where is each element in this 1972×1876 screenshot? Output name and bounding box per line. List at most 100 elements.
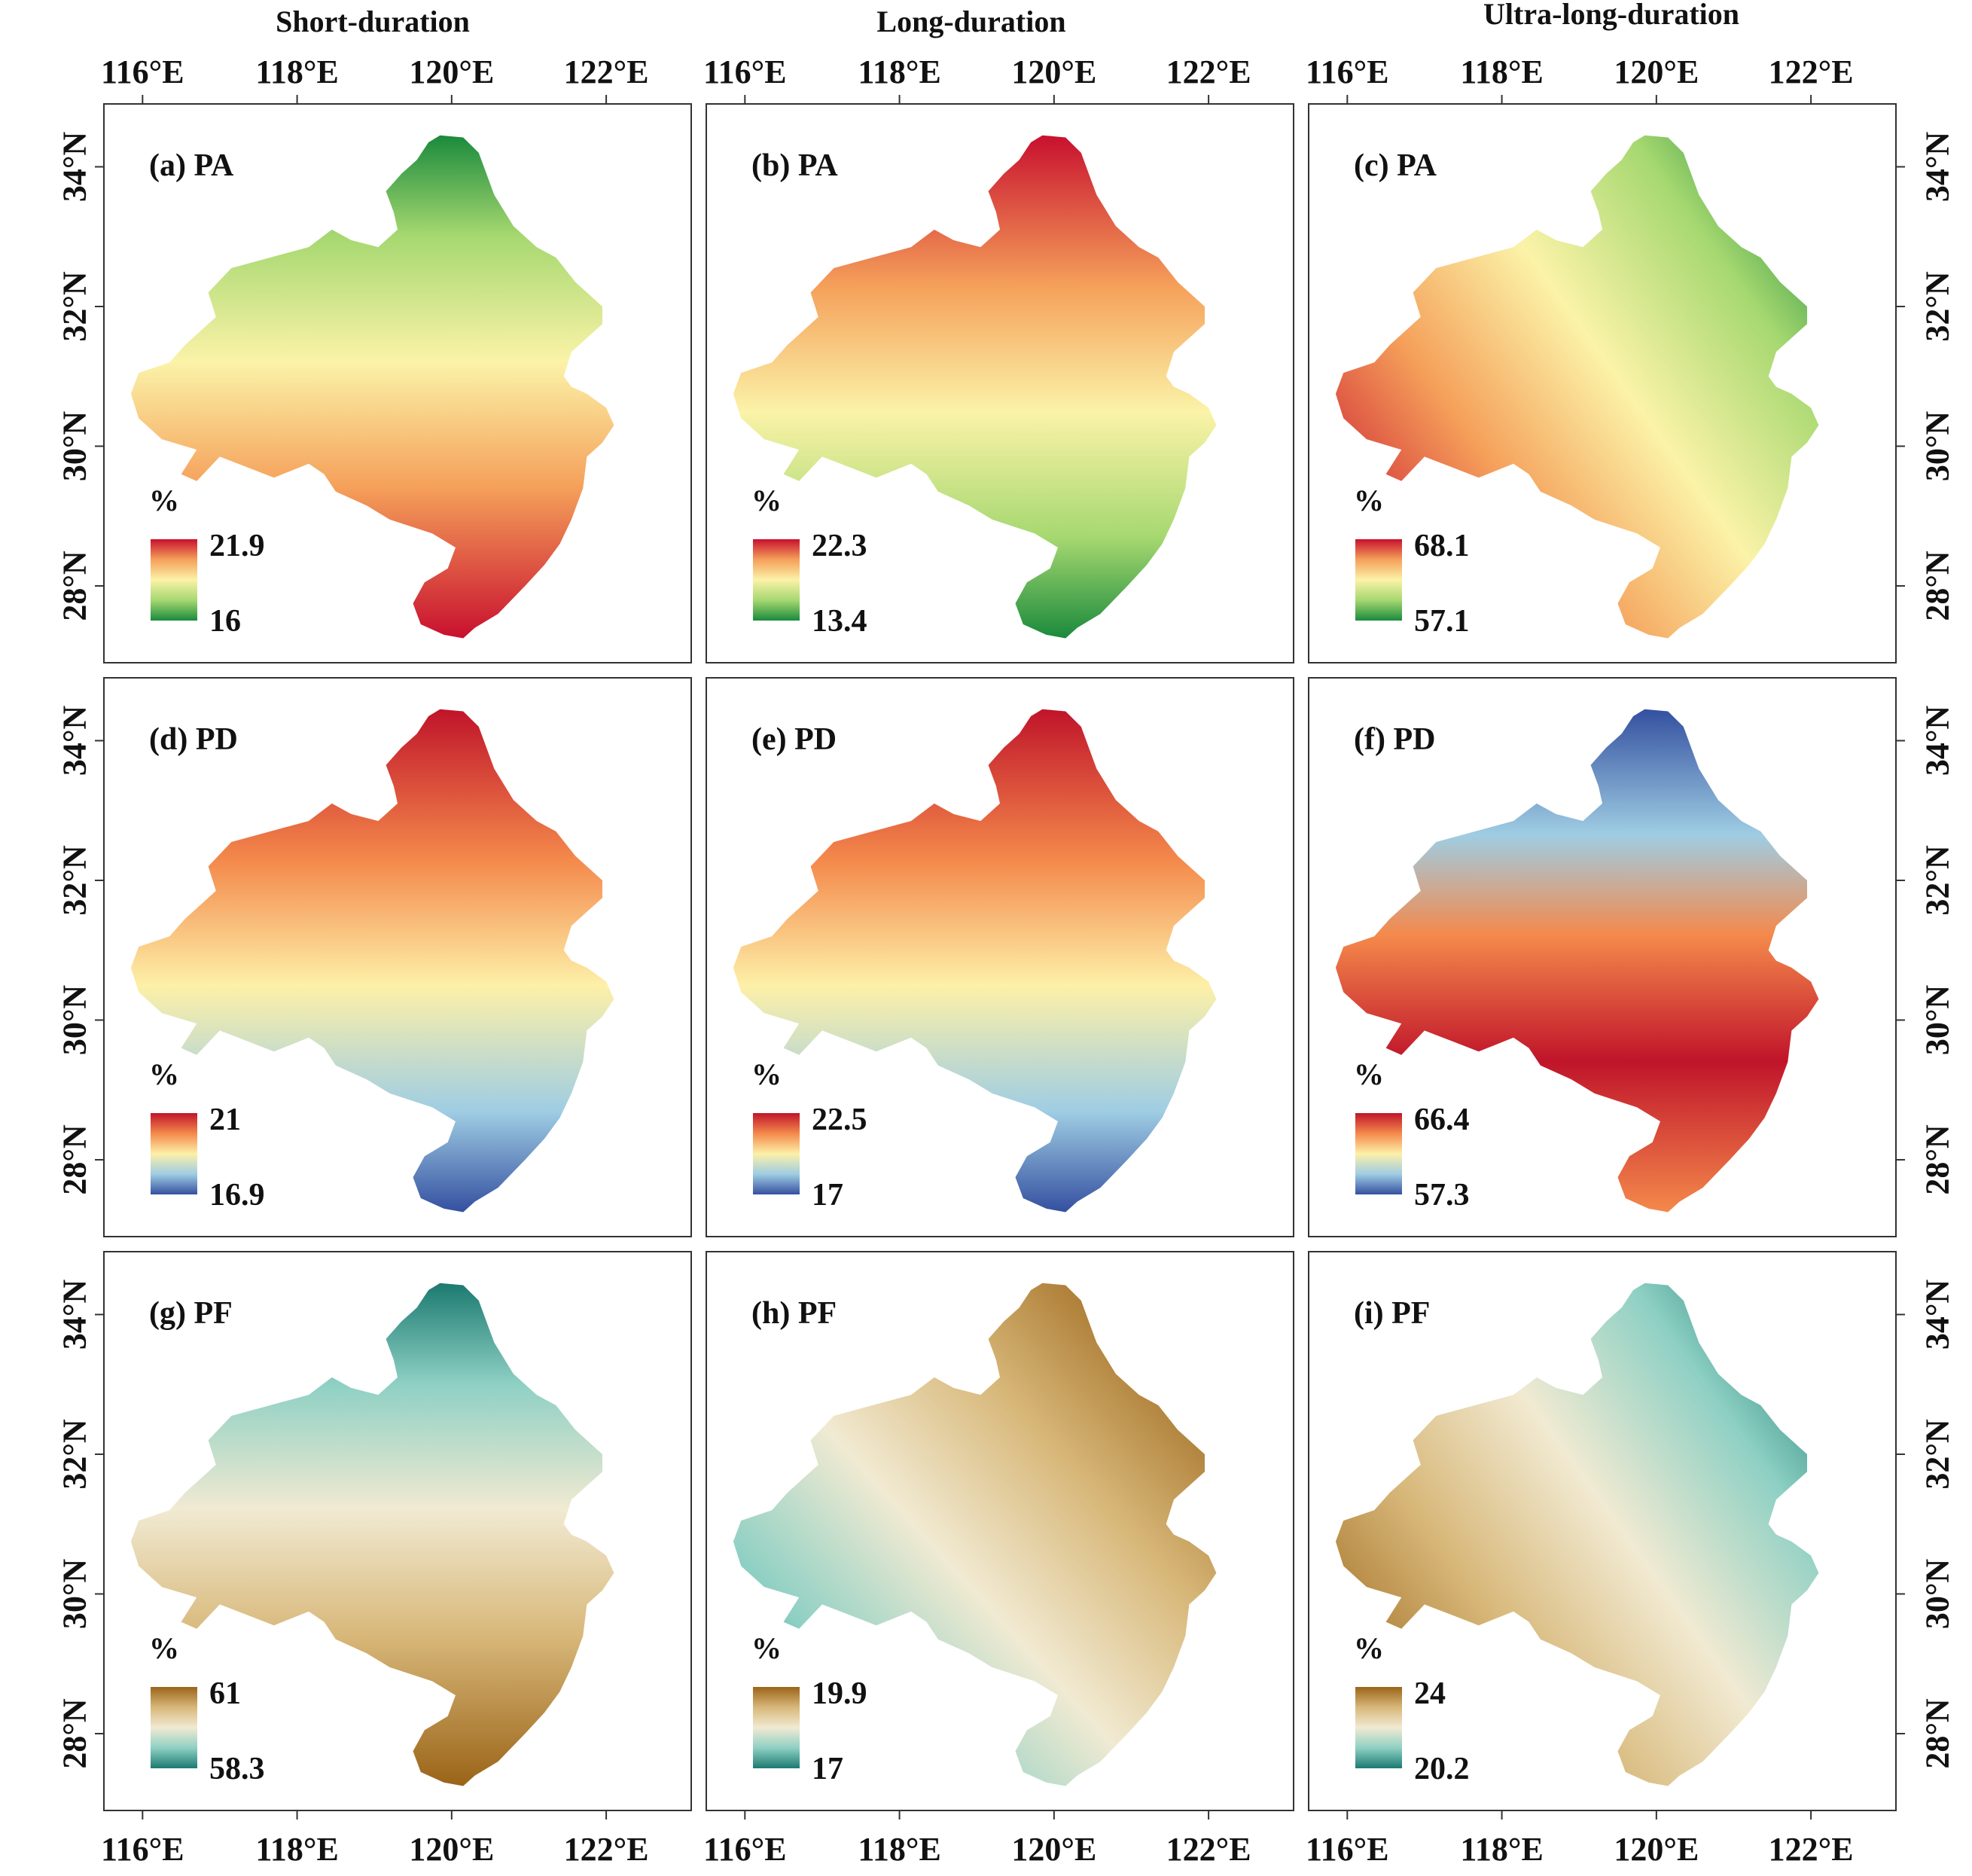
- colorbar-max: 21.9: [209, 529, 265, 563]
- legend-unit: %: [1354, 1631, 1384, 1665]
- colorbar: [151, 1113, 197, 1194]
- lat-tick-left-label: 30°N: [56, 1559, 93, 1630]
- region-map: [733, 135, 1217, 639]
- colorbar-max: 21: [209, 1103, 241, 1137]
- panel-label: (c) PA: [1354, 148, 1437, 183]
- legend-unit: %: [149, 1057, 179, 1091]
- panel-label: (a) PA: [149, 148, 234, 183]
- lon-tick-top-label: 116°E: [703, 53, 787, 90]
- colorbar-min: 57.3: [1414, 1178, 1470, 1213]
- lon-tick-top-label: 122°E: [564, 53, 649, 90]
- lon-tick-top-label: 118°E: [1460, 53, 1544, 90]
- lat-tick-right-label: 30°N: [1919, 411, 1955, 482]
- region-map: [130, 709, 614, 1213]
- panel-label: (d) PD: [149, 722, 238, 757]
- panel-label: (g) PF: [149, 1296, 233, 1331]
- panel-label: (f) PD: [1354, 722, 1435, 757]
- lon-tick-top-label: 120°E: [1011, 53, 1096, 90]
- lon-tick-bottom-label: 122°E: [1769, 1831, 1854, 1868]
- colorbar-min: 17: [812, 1752, 843, 1786]
- lat-tick-right-label: 32°N: [1919, 1419, 1955, 1490]
- lat-tick-right-label: 30°N: [1919, 985, 1955, 1056]
- lon-tick-bottom-label: 122°E: [564, 1831, 649, 1868]
- legend-unit: %: [149, 483, 179, 517]
- colorbar: [151, 1687, 197, 1768]
- map-panel: (h) PF% 19.9 17: [706, 1251, 1294, 1811]
- colorbar-max: 22.3: [812, 529, 867, 563]
- colorbar-min: 16.9: [209, 1178, 265, 1213]
- panel-label: (e) PD: [751, 722, 837, 757]
- lat-tick-left-label: 28°N: [56, 1124, 93, 1195]
- lat-tick-left-label: 28°N: [56, 1698, 93, 1769]
- column-title-long: Long-duration: [876, 5, 1065, 38]
- colorbar: [1355, 1687, 1402, 1768]
- lon-tick-top-label: 120°E: [409, 53, 494, 90]
- lon-tick-bottom-label: 116°E: [1306, 1831, 1389, 1868]
- lat-tick-right-label: 32°N: [1919, 845, 1955, 916]
- map-panel: (f) PD% 66.4 57.3: [1308, 677, 1897, 1237]
- lon-tick-bottom-label: 118°E: [1460, 1831, 1544, 1868]
- lat-tick-right-label: 28°N: [1919, 1698, 1955, 1769]
- lon-tick-bottom-label: 120°E: [1011, 1831, 1096, 1868]
- lat-tick-left-label: 30°N: [56, 411, 93, 482]
- lat-tick-left-label: 34°N: [56, 706, 93, 776]
- colorbar-min: 20.2: [1414, 1752, 1470, 1786]
- colorbar: [151, 539, 197, 621]
- lon-tick-top-label: 120°E: [1614, 53, 1699, 90]
- region-map: [1335, 709, 1819, 1213]
- colorbar-min: 58.3: [209, 1752, 265, 1786]
- colorbar-max: 24: [1414, 1676, 1446, 1711]
- lon-tick-bottom-label: 116°E: [101, 1831, 184, 1868]
- lat-tick-left-label: 32°N: [56, 271, 93, 342]
- column-title-ultra-long: Ultra-long-duration: [1483, 0, 1739, 31]
- region-map: [1335, 1283, 1819, 1786]
- lon-tick-top-label: 122°E: [1769, 53, 1854, 90]
- legend-unit: %: [751, 1057, 782, 1091]
- lon-tick-top-label: 116°E: [1306, 53, 1389, 90]
- colorbar-max: 66.4: [1414, 1103, 1470, 1137]
- colorbar-max: 68.1: [1414, 529, 1470, 563]
- lat-tick-left-label: 34°N: [56, 132, 93, 203]
- legend-unit: %: [1354, 1057, 1384, 1091]
- legend-unit: %: [751, 1631, 782, 1665]
- map-panel: (d) PD% 21 16.9: [103, 677, 692, 1237]
- axes-annotations: 116°E 116°E 118°E 118°E 120°E 120°E 122°E 122°E…: [56, 53, 1955, 1868]
- colorbar-min: 57.1: [1414, 604, 1470, 639]
- colorbar: [1355, 539, 1402, 621]
- lat-tick-right-label: 32°N: [1919, 271, 1955, 342]
- colorbar: [753, 1687, 800, 1768]
- lat-tick-right-label: 30°N: [1919, 1559, 1955, 1630]
- panel-label: (h) PF: [751, 1296, 837, 1331]
- lon-tick-top-label: 118°E: [858, 53, 941, 90]
- colorbar-max: 22.5: [812, 1103, 867, 1137]
- lon-tick-bottom-label: 120°E: [409, 1831, 494, 1868]
- lat-tick-left-label: 32°N: [56, 845, 93, 916]
- colorbar-max: 61: [209, 1676, 241, 1711]
- region-map: [733, 1283, 1217, 1786]
- legend-unit: %: [751, 483, 782, 517]
- colorbar-max: 19.9: [812, 1676, 867, 1711]
- lat-tick-left-label: 28°N: [56, 551, 93, 621]
- region-map: [130, 135, 614, 639]
- panel-label: (b) PA: [751, 148, 838, 183]
- lon-tick-bottom-label: 122°E: [1166, 1831, 1251, 1868]
- map-panel: (c) PA% 68.1 57.1: [1308, 103, 1897, 663]
- lat-tick-right-label: 34°N: [1919, 1280, 1955, 1350]
- colorbar: [1355, 1113, 1402, 1194]
- lat-tick-left-label: 32°N: [56, 1419, 93, 1490]
- lat-tick-right-label: 34°N: [1919, 132, 1955, 203]
- colorbar-min: 16: [209, 604, 241, 639]
- lat-tick-right-label: 28°N: [1919, 1124, 1955, 1195]
- lat-tick-right-label: 28°N: [1919, 551, 1955, 621]
- legend-unit: %: [1354, 483, 1384, 517]
- lon-tick-top-label: 118°E: [255, 53, 339, 90]
- lat-tick-left-label: 34°N: [56, 1280, 93, 1350]
- lon-tick-top-label: 116°E: [101, 53, 184, 90]
- column-title-short: Short-duration: [276, 5, 470, 38]
- colorbar: [753, 539, 800, 621]
- map-panel: (i) PF% 24 20.2: [1308, 1251, 1897, 1811]
- colorbar-min: 17: [812, 1178, 843, 1213]
- lon-tick-bottom-label: 116°E: [703, 1831, 787, 1868]
- lat-tick-right-label: 34°N: [1919, 706, 1955, 776]
